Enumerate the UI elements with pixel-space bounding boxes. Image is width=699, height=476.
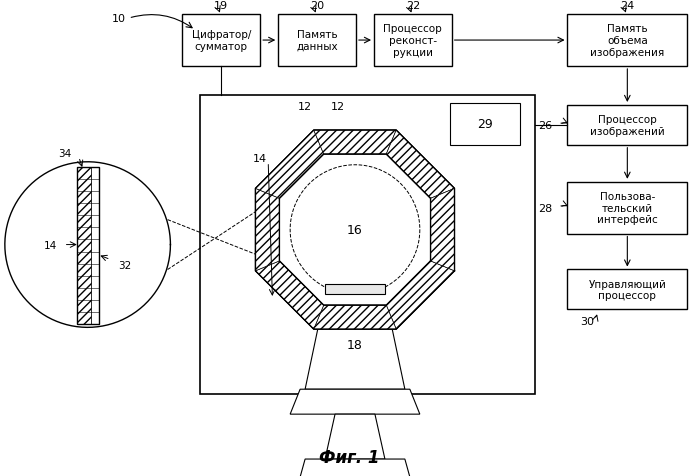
Text: 34: 34 bbox=[59, 149, 72, 159]
Polygon shape bbox=[314, 306, 396, 329]
Text: 29: 29 bbox=[477, 118, 493, 131]
Text: 16: 16 bbox=[347, 224, 363, 237]
Text: 14: 14 bbox=[43, 240, 57, 250]
Text: 32: 32 bbox=[119, 260, 132, 270]
Polygon shape bbox=[255, 131, 454, 329]
Text: Процессор
реконст-
рукции: Процессор реконст- рукции bbox=[384, 24, 442, 58]
Polygon shape bbox=[255, 189, 280, 271]
Polygon shape bbox=[387, 131, 454, 199]
Text: 10: 10 bbox=[112, 14, 126, 24]
Bar bbox=[278, 15, 356, 67]
Polygon shape bbox=[325, 414, 385, 459]
Bar bbox=[568, 270, 687, 310]
Polygon shape bbox=[255, 131, 324, 199]
Text: 12: 12 bbox=[331, 102, 345, 112]
Polygon shape bbox=[77, 168, 91, 325]
Text: Цифратор/
сумматор: Цифратор/ сумматор bbox=[192, 30, 251, 52]
Text: 12: 12 bbox=[298, 102, 312, 112]
Text: 30: 30 bbox=[580, 317, 594, 327]
Text: 19: 19 bbox=[215, 1, 229, 11]
Text: 22: 22 bbox=[405, 1, 420, 11]
Text: Фиг. 1: Фиг. 1 bbox=[319, 448, 380, 466]
Bar bbox=[325, 285, 385, 295]
Text: Память
данных: Память данных bbox=[296, 30, 338, 52]
Text: 14: 14 bbox=[253, 153, 267, 163]
Bar bbox=[568, 106, 687, 146]
Bar bbox=[201, 96, 535, 395]
Text: 26: 26 bbox=[538, 120, 552, 130]
Text: Процессор
изображений: Процессор изображений bbox=[590, 115, 665, 136]
Text: 28: 28 bbox=[538, 203, 552, 213]
Text: 20: 20 bbox=[310, 1, 324, 11]
Polygon shape bbox=[255, 261, 324, 329]
Bar bbox=[77, 168, 99, 325]
Polygon shape bbox=[290, 389, 420, 414]
Bar bbox=[568, 15, 687, 67]
Text: Пользова-
тельский
интерфейс: Пользова- тельский интерфейс bbox=[597, 192, 658, 225]
Text: Управляющий
процессор: Управляющий процессор bbox=[589, 279, 666, 301]
Polygon shape bbox=[431, 189, 454, 271]
Text: 24: 24 bbox=[620, 1, 635, 11]
Bar bbox=[449, 104, 519, 146]
Polygon shape bbox=[280, 155, 431, 306]
Polygon shape bbox=[387, 261, 454, 329]
Bar bbox=[568, 182, 687, 234]
Polygon shape bbox=[305, 295, 405, 389]
Polygon shape bbox=[314, 131, 396, 155]
Bar bbox=[182, 15, 260, 67]
Polygon shape bbox=[300, 459, 410, 476]
Text: Память
объема
изображения: Память объема изображения bbox=[590, 24, 665, 58]
Text: 18: 18 bbox=[347, 338, 363, 351]
Bar bbox=[91, 168, 99, 325]
Bar bbox=[374, 15, 452, 67]
